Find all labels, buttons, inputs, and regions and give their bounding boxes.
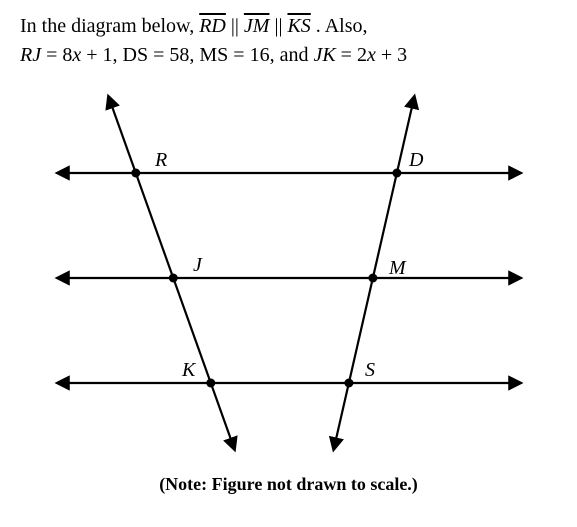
text: . Also, <box>311 15 368 37</box>
svg-text:M: M <box>388 257 407 279</box>
eq: = 8 <box>41 44 72 66</box>
text: + 3 <box>376 44 407 66</box>
svg-text:R: R <box>154 149 167 171</box>
eq: = 2 <box>336 44 367 66</box>
var-RJ: RJ <box>20 44 41 66</box>
parallel-2: || <box>269 15 287 37</box>
segment-RD: RD <box>199 15 226 37</box>
geometry-diagram: R D J M K S <box>39 78 539 468</box>
parallel-1: || <box>226 15 244 37</box>
svg-text:K: K <box>181 359 197 381</box>
segment-KS: KS <box>287 15 310 37</box>
problem-text-line1: In the diagram below, RD || JM || KS . A… <box>20 12 557 41</box>
segment-JM: JM <box>244 15 270 37</box>
problem-text-line2: RJ = 8x + 1, DS = 58, MS = 16, and JK = … <box>20 41 557 70</box>
svg-text:S: S <box>365 359 375 381</box>
text: In the diagram below, <box>20 15 199 37</box>
svg-text:J: J <box>193 254 203 276</box>
scale-note: (Note: Figure not drawn to scale.) <box>20 474 557 495</box>
svg-text:D: D <box>408 149 424 171</box>
var-x: x <box>72 44 81 66</box>
var-JK: JK <box>313 44 335 66</box>
var-x: x <box>367 44 376 66</box>
text: + 1, DS = 58, MS = 16, and <box>81 44 313 66</box>
